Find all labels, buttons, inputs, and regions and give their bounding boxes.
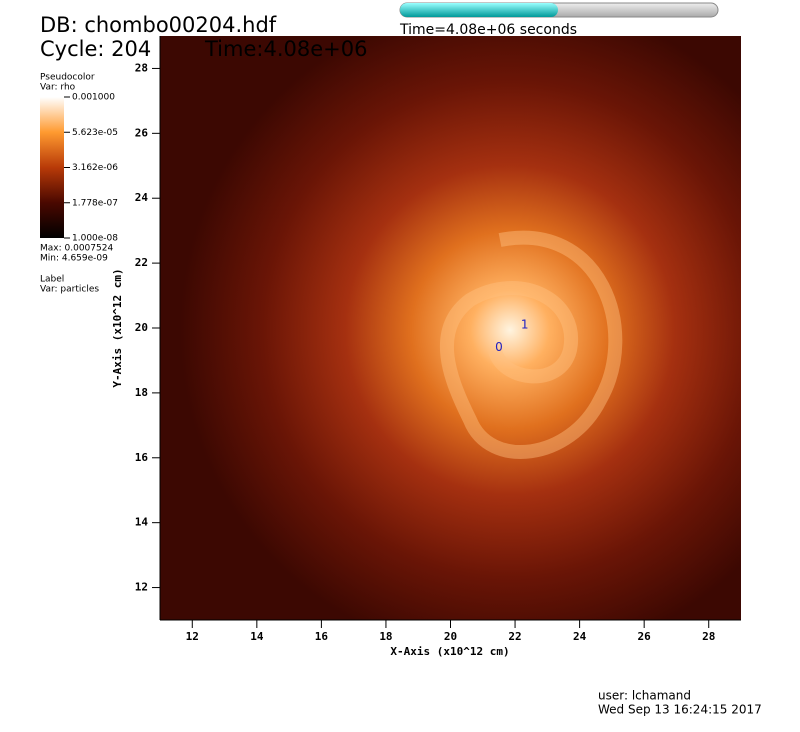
x-tick-label: 22 — [508, 630, 521, 643]
x-tick-label: 24 — [573, 630, 587, 643]
colorbar-tick-label: 5.623e-05 — [72, 128, 118, 138]
x-tick-label: 16 — [315, 630, 329, 643]
db-label: DB: chombo00204.hdf — [40, 13, 277, 37]
legend-var: Var: rho — [40, 83, 76, 93]
colorbar-tick-label: 3.162e-06 — [72, 163, 118, 173]
colorbar — [40, 97, 64, 238]
time-label: Time:4.08e+06 — [204, 37, 367, 61]
y-tick-label: 18 — [135, 386, 148, 399]
x-tick-label: 26 — [638, 630, 652, 643]
x-tick-label: 28 — [702, 630, 715, 643]
legend-title: Pseudocolor — [40, 73, 95, 83]
y-tick-label: 20 — [135, 321, 148, 334]
label-legend-var: Var: particles — [40, 285, 99, 295]
y-tick-label: 12 — [135, 581, 148, 594]
y-tick-label: 22 — [135, 256, 148, 269]
slider-label: Time=4.08e+06 seconds — [399, 22, 577, 38]
y-tick-label: 26 — [135, 126, 149, 139]
x-tick-label: 18 — [379, 630, 392, 643]
x-tick-label: 14 — [250, 630, 264, 643]
y-tick-label: 16 — [135, 451, 149, 464]
field-image — [160, 36, 741, 620]
colorbar-tick-label: 0.001000 — [72, 93, 115, 103]
user: user: lchamand — [598, 689, 691, 703]
x-tick-label: 12 — [186, 630, 199, 643]
legend-max: Max: 0.0007524 — [40, 244, 113, 254]
colorbar-tick-label: 1.000e-08 — [72, 234, 118, 244]
x-tick-label: 20 — [444, 630, 457, 643]
label-legend-title: Label — [40, 275, 64, 285]
y-tick-label: 24 — [135, 191, 149, 204]
cycle-label: Cycle: 204 — [40, 37, 151, 61]
legend-min: Min: 4.659e-09 — [40, 254, 108, 264]
particle-label: 1 — [521, 317, 529, 331]
spiral — [440, 230, 623, 459]
y-tick-label: 28 — [135, 61, 148, 74]
date: Wed Sep 13 16:24:15 2017 — [598, 703, 762, 717]
x-axis-label: X-Axis (x10^12 cm) — [390, 645, 509, 658]
time-slider-fill — [400, 3, 558, 17]
y-axis-label: Y-Axis (x10^12 cm) — [111, 268, 124, 387]
particle-label: 0 — [495, 340, 503, 354]
y-tick-label: 14 — [135, 516, 149, 529]
colorbar-tick-label: 1.778e-07 — [72, 198, 118, 208]
